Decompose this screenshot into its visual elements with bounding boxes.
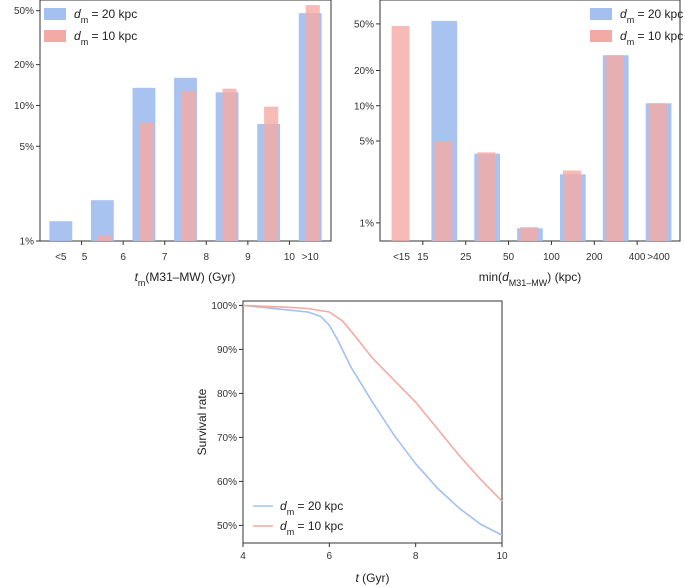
panel-c-ytick-label-0: 50% (217, 521, 237, 532)
panel-b-legend-label-0-subscript: m (627, 15, 635, 25)
panel-c-ytick-label-3: 80% (217, 389, 237, 400)
panel-b-xlabel-edge-0: 15 (417, 252, 429, 263)
panel-a-bar-blue-0 (49, 221, 73, 241)
panel-b-xlabel-italic: d (502, 270, 509, 284)
panel-a-bar-red-2 (139, 122, 154, 241)
panel-c-legend-label-0-subscript: m (287, 507, 295, 517)
panel-b-xlabel-subscript: M31–MW (509, 278, 548, 288)
panel-b-ytick-label-0: 1% (360, 218, 375, 229)
panel-a-xlabel-edge-5: 10 (284, 252, 296, 263)
panel-a-xlabel-edge-2: 7 (162, 252, 168, 263)
panel-c-legend-label-0: dm = 20 kpc (280, 499, 343, 517)
panel-a-legend-swatch-0 (44, 8, 66, 20)
panel-b-legend-label-0-symbol: d (620, 7, 627, 21)
panel-c-axes-frame (242, 300, 503, 544)
panel-a-xlabel-edge-1: 6 (120, 252, 126, 263)
panel-a-xlabel-subscript: m (138, 278, 146, 288)
panel-a-xlabel-rest: (M31–MW) (Gyr) (145, 270, 235, 284)
panel-c-xtick-label-3: 10 (496, 551, 508, 562)
panel-b-ytick-label-4: 50% (354, 19, 374, 30)
panel-a-ytick-label-4: 50% (14, 6, 34, 17)
panel-c-series-blue (242, 304, 503, 536)
panel-b-legend-label-0: dm = 20 kpc (620, 7, 683, 25)
panel-a-ytick-label-2: 10% (14, 101, 34, 112)
panel-c-legend-label-1-symbol: d (280, 519, 287, 533)
panel-b-bar-red-5 (605, 55, 624, 241)
panel-a-ytick-label-3: 20% (14, 60, 34, 71)
panel-a-xlabel-bin-last: >10 (302, 252, 319, 263)
panel-b-ytick-label-2: 10% (354, 101, 374, 112)
panel-b-xlabel-edge-4: 200 (586, 252, 603, 263)
panel-b-legend-label-1-rest: = 10 kpc (634, 29, 683, 43)
panel-b-xlabel-bin-last: >400 (647, 252, 670, 263)
panel-a-legend-label-1-subscript: m (81, 37, 89, 47)
panel-a-bar-red-4 (222, 88, 237, 241)
panel-a-legend-label-1-symbol: d (74, 29, 81, 43)
panel-a-bar-red-5 (264, 106, 279, 241)
panel-b-xlabel-edge-2: 50 (503, 252, 515, 263)
panel-b-xlabel-edge-3: 100 (543, 252, 560, 263)
panel-b-bar-red-3 (520, 227, 539, 241)
panel-c-xtick-label-2: 8 (413, 551, 419, 562)
panel-a-bar-red-6 (305, 5, 320, 241)
panel-b-ytick-label-1: 5% (360, 137, 375, 148)
panel-b-legend-label-1-subscript: m (627, 37, 635, 47)
panel-b-legend-swatch-0 (590, 8, 612, 20)
panel-a-bar-red-3 (180, 90, 196, 242)
panel-c-ytick-label-2: 70% (217, 433, 237, 444)
panel-b-legend-label-1: dm = 10 kpc (620, 29, 683, 47)
panel-b-xlabel-rest: ) (kpc) (547, 270, 581, 284)
panel-a-legend-swatch-1 (44, 30, 66, 42)
panel-b-bar-red-1 (434, 141, 453, 241)
panel-b-legend-label-0-rest: = 20 kpc (634, 7, 683, 21)
panel-c-ytick-label-1: 60% (217, 477, 237, 488)
panel-a-ytick-label-0: 1% (20, 237, 35, 248)
panel-b-xlabel-edge-1: 25 (460, 252, 472, 263)
panel-a-legend-label-0-rest: = 20 kpc (88, 7, 137, 21)
panel-a-xlabel-edge-0: 5 (82, 252, 88, 263)
panel-b-xlabel-pre: min( (479, 270, 502, 284)
panel-a-xlabel-italic: t (135, 270, 139, 284)
panel-c-ytick-label-4: 90% (217, 345, 237, 356)
panel-b-bar-red-2 (477, 152, 496, 241)
panel-b-bar-red-6 (648, 103, 667, 241)
panel-a-xlabel: tm(M31–MW) (Gyr) (135, 270, 236, 288)
panel-c-xlabel: t (Gyr) (356, 571, 390, 585)
panel-c-legend-label-0-symbol: d (280, 499, 287, 513)
panel-a-bar-red-1 (97, 235, 112, 241)
panel-c-ylabel: Survival rate (195, 388, 209, 455)
panel-b-legend-swatch-1 (590, 30, 612, 42)
panel-c-xtick-label-0: 4 (240, 551, 246, 562)
panel-a-ytick-label-1: 5% (20, 142, 35, 153)
panel-c-legend-label-1-subscript: m (287, 527, 295, 537)
panel-a-legend-label-1: dm = 10 kpc (74, 29, 137, 47)
panel-b-legend-label-1-symbol: d (620, 29, 627, 43)
panel-a-xlabel-edge-3: 8 (204, 252, 210, 263)
panel-a-legend-label-0: dm = 20 kpc (74, 7, 137, 25)
panel-a-legend-label-0-symbol: d (74, 7, 81, 21)
panel-c-xlabel-italic: t (356, 571, 360, 585)
panel-a-xlabel-edge-4: 9 (245, 252, 251, 263)
panel-c-ytick-label-5: 100% (211, 301, 237, 312)
panel-c-legend-label-0-rest: = 20 kpc (294, 499, 343, 513)
panel-c-xlabel-rest: (Gyr) (359, 571, 390, 585)
panel-b-xlabel-bin-0: <15 (393, 252, 410, 263)
panel-b-xlabel: min(dM31–MW) (kpc) (479, 270, 582, 288)
panel-b-bar-red-4 (563, 170, 581, 241)
panel-a-xlabel-bin-0: <5 (55, 252, 67, 263)
panel-c-xtick-label-1: 6 (327, 551, 333, 562)
panel-b-bar-red-0 (391, 25, 410, 241)
panel-c-legend-label-1: dm = 10 kpc (280, 519, 343, 537)
panel-a-bar-blue-1 (90, 200, 114, 241)
panel-b-ytick-label-3: 20% (354, 66, 374, 77)
panel-c-series-red (242, 304, 503, 502)
panel-a-legend-label-0-subscript: m (81, 15, 89, 25)
panel-a-legend-label-1-rest: = 10 kpc (88, 29, 137, 43)
panel-c-legend-label-1-rest: = 10 kpc (294, 519, 343, 533)
panel-b-xlabel-edge-5: 400 (629, 252, 646, 263)
